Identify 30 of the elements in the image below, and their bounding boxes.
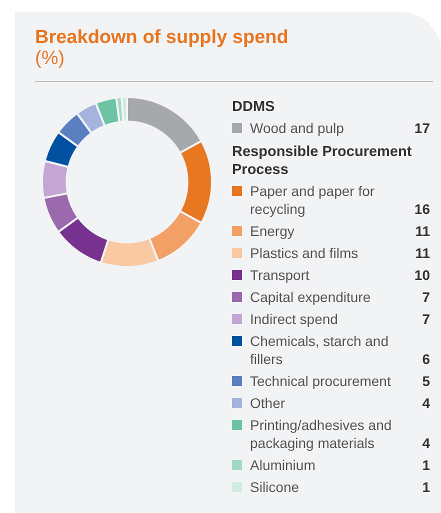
data-label: 17 bbox=[414, 119, 430, 137]
data-label: 10 bbox=[414, 266, 430, 284]
data-label: 1 bbox=[422, 456, 430, 474]
legend-label: Capital expenditure bbox=[250, 289, 371, 305]
data-label: 16 bbox=[414, 200, 430, 218]
legend-label: Indirect spend bbox=[250, 311, 338, 327]
data-label: 7 bbox=[422, 310, 430, 328]
data-label: 4 bbox=[422, 434, 430, 452]
legend-label: Technical procurement bbox=[250, 373, 391, 389]
text: Responsible Procurement Process bbox=[232, 143, 413, 179]
legend-label: Printing/adhesives and packaging materials bbox=[250, 417, 392, 451]
text: DDMS bbox=[232, 98, 276, 116]
chart-subtitle: (%) bbox=[35, 48, 65, 69]
legend-label: Aluminium bbox=[250, 457, 316, 473]
legend-label: Paper and paper for recycling bbox=[250, 183, 375, 217]
data-label: 1 bbox=[422, 478, 430, 496]
data-label: 11 bbox=[415, 222, 430, 240]
legend-label: Other bbox=[250, 395, 286, 411]
legend-label: Energy bbox=[250, 223, 294, 239]
legend-label: Transport bbox=[250, 267, 310, 283]
chart-title: Breakdown of supply spend bbox=[35, 27, 288, 48]
data-label: 7 bbox=[422, 288, 430, 306]
legend-label: Wood and pulp bbox=[250, 120, 344, 136]
legend-label: Chemicals, starch and fillers bbox=[250, 333, 389, 367]
legend-label: Plastics and films bbox=[250, 245, 358, 261]
legend-label: Silicone bbox=[250, 479, 300, 495]
data-label: 5 bbox=[422, 372, 430, 390]
data-label: 6 bbox=[422, 350, 430, 368]
data-label: 11 bbox=[415, 244, 430, 262]
data-label: 4 bbox=[422, 394, 430, 412]
